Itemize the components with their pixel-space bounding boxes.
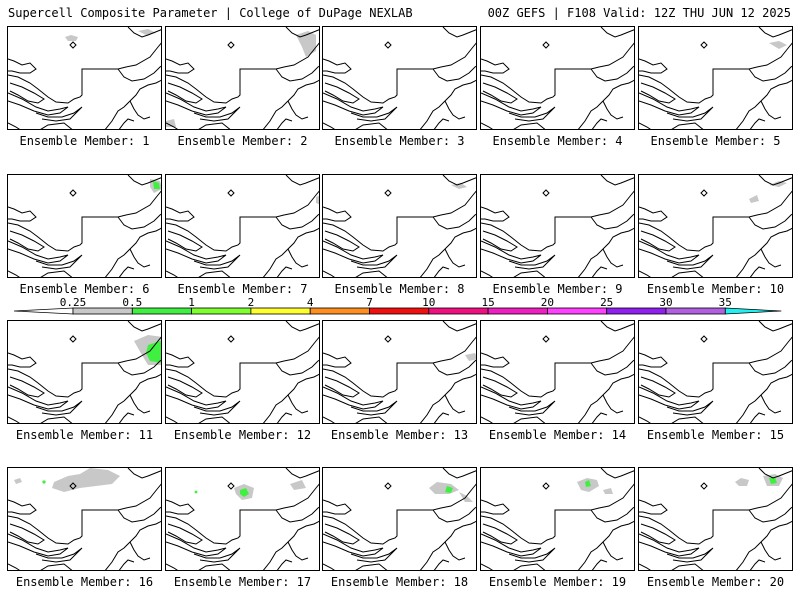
legend-threshold-label: 25 xyxy=(600,296,614,309)
map-contours xyxy=(166,175,319,277)
ensemble-map-panel xyxy=(322,320,477,424)
legend-threshold-label: 30 xyxy=(659,296,673,309)
ensemble-member-label: Ensemble Member: 13 xyxy=(330,428,469,442)
ensemble-member-label: Ensemble Member: 5 xyxy=(650,134,781,148)
color-legend-bar xyxy=(13,307,782,315)
ensemble-member-label: Ensemble Member: 1 xyxy=(19,134,150,148)
ensemble-map-panel xyxy=(7,26,162,130)
map-contours xyxy=(323,468,476,570)
legend-color-bin xyxy=(309,307,370,315)
ensemble-member-label: Ensemble Member: 12 xyxy=(173,428,312,442)
legend-threshold-label: 0.5 xyxy=(122,296,143,309)
ensemble-member-label: Ensemble Member: 7 xyxy=(177,282,308,296)
map-contours xyxy=(323,27,476,129)
ensemble-map-panel xyxy=(7,320,162,424)
legend-threshold-label: 2 xyxy=(247,296,255,309)
legend-color-bin xyxy=(547,307,608,315)
map-contours xyxy=(481,468,634,570)
ensemble-map-panel xyxy=(638,467,793,571)
ensemble-map-panel xyxy=(322,467,477,571)
legend-color-bin xyxy=(665,307,726,315)
ensemble-member-label: Ensemble Member: 11 xyxy=(15,428,154,442)
map-contours xyxy=(8,468,161,570)
legend-threshold-label: 15 xyxy=(481,296,495,309)
ensemble-member-label: Ensemble Member: 14 xyxy=(488,428,627,442)
ensemble-map-panel xyxy=(638,174,793,278)
ensemble-member-label: Ensemble Member: 16 xyxy=(15,575,154,589)
map-contours xyxy=(481,27,634,129)
ensemble-member-label: Ensemble Member: 20 xyxy=(646,575,785,589)
ensemble-map-panel xyxy=(322,26,477,130)
ensemble-member-label: Ensemble Member: 17 xyxy=(173,575,312,589)
ensemble-member-label: Ensemble Member: 19 xyxy=(488,575,627,589)
legend-color-bin xyxy=(369,307,430,315)
legend-threshold-label: 10 xyxy=(422,296,436,309)
legend-color-bin xyxy=(428,307,489,315)
legend-threshold-label: 7 xyxy=(366,296,373,309)
ensemble-map-panel xyxy=(638,26,793,130)
legend-color-bin xyxy=(487,307,548,315)
ensemble-member-label: Ensemble Member: 10 xyxy=(646,282,785,296)
map-contours xyxy=(323,321,476,423)
map-contours xyxy=(639,321,792,423)
legend-threshold-label: 0.25 xyxy=(59,296,87,309)
ensemble-map-panel xyxy=(480,467,635,571)
ensemble-map-panel xyxy=(165,467,320,571)
map-contours xyxy=(639,468,792,570)
ensemble-map-panel xyxy=(165,174,320,278)
map-contours xyxy=(481,321,634,423)
legend-color-bin xyxy=(606,307,667,315)
map-contours xyxy=(481,175,634,277)
legend-threshold-label: 1 xyxy=(188,296,195,309)
ensemble-member-label: Ensemble Member: 8 xyxy=(334,282,465,296)
ensemble-map-panel xyxy=(480,320,635,424)
legend-color-bin xyxy=(250,307,311,315)
ensemble-member-label: Ensemble Member: 9 xyxy=(492,282,623,296)
map-contours xyxy=(166,27,319,129)
legend-threshold-label: 20 xyxy=(540,296,555,309)
ensemble-member-label: Ensemble Member: 15 xyxy=(646,428,785,442)
ensemble-map-panel xyxy=(480,174,635,278)
map-contours xyxy=(639,27,792,129)
ensemble-map-panel xyxy=(165,26,320,130)
map-contours xyxy=(639,175,792,277)
map-contours xyxy=(166,468,319,570)
ensemble-member-label: Ensemble Member: 18 xyxy=(330,575,469,589)
legend-arrow-right xyxy=(724,307,782,315)
legend-color-bin xyxy=(191,307,252,315)
legend-threshold-label: 35 xyxy=(718,296,732,309)
ensemble-map-panel xyxy=(7,174,162,278)
ensemble-member-label: Ensemble Member: 2 xyxy=(177,134,308,148)
run-valid-time: 00Z GEFS | F108 Valid: 12Z THU JUN 12 20… xyxy=(487,6,791,20)
color-legend xyxy=(0,296,800,324)
ensemble-member-label: Ensemble Member: 4 xyxy=(492,134,623,148)
legend-threshold-label: 4 xyxy=(306,296,314,309)
chart-title: Supercell Composite Parameter | College … xyxy=(8,6,413,20)
map-contours xyxy=(323,175,476,277)
map-contours xyxy=(8,27,161,129)
ensemble-member-label: Ensemble Member: 3 xyxy=(334,134,465,148)
ensemble-member-label: Ensemble Member: 6 xyxy=(19,282,150,296)
map-contours xyxy=(166,321,319,423)
map-contours xyxy=(8,175,161,277)
ensemble-map-panel xyxy=(322,174,477,278)
ensemble-map-panel xyxy=(165,320,320,424)
ensemble-map-panel xyxy=(480,26,635,130)
ensemble-map-panel xyxy=(638,320,793,424)
map-contours xyxy=(8,321,161,423)
ensemble-map-panel xyxy=(7,467,162,571)
